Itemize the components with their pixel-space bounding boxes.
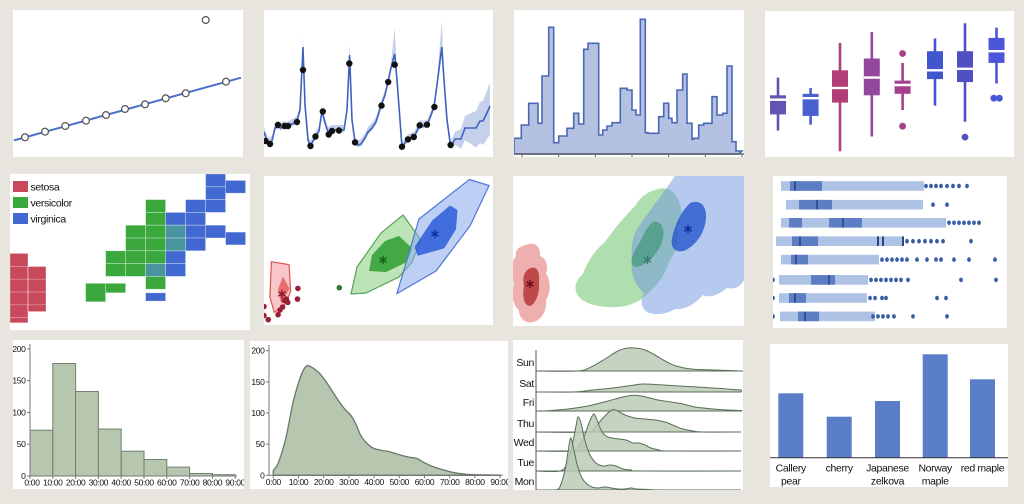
svg-text:40:00: 40:00: [364, 477, 384, 487]
svg-text:zelkova: zelkova: [871, 476, 905, 488]
svg-text:red maple: red maple: [961, 463, 1005, 475]
svg-text:40:00: 40:00: [111, 478, 131, 488]
svg-text:10:00: 10:00: [43, 478, 63, 488]
svg-text:Thu: Thu: [517, 418, 535, 430]
svg-text:60:00: 60:00: [415, 477, 435, 487]
svg-text:200: 200: [13, 344, 26, 354]
svg-text:90:00: 90:00: [490, 477, 508, 487]
svg-text:Mon: Mon: [515, 476, 535, 488]
svg-text:30:00: 30:00: [89, 478, 109, 488]
svg-text:cherry: cherry: [826, 463, 854, 475]
svg-text:0:00: 0:00: [266, 477, 282, 487]
svg-text:150: 150: [13, 376, 26, 386]
svg-text:80:00: 80:00: [465, 477, 485, 487]
svg-text:60:00: 60:00: [157, 478, 177, 488]
svg-text:setosa: setosa: [31, 182, 60, 194]
svg-text:virginica: virginica: [31, 214, 67, 226]
svg-text:Japanese: Japanese: [866, 463, 909, 475]
svg-text:50:00: 50:00: [134, 478, 154, 488]
svg-text:pear: pear: [781, 476, 801, 488]
svg-text:100: 100: [251, 408, 265, 418]
svg-text:30:00: 30:00: [339, 477, 359, 487]
svg-text:versicolor: versicolor: [31, 198, 73, 210]
svg-text:0: 0: [260, 470, 265, 480]
svg-text:200: 200: [251, 346, 265, 356]
svg-text:70:00: 70:00: [440, 477, 460, 487]
svg-text:70:00: 70:00: [180, 478, 200, 488]
svg-text:Sun: Sun: [516, 357, 534, 369]
svg-text:50: 50: [256, 439, 265, 449]
svg-text:150: 150: [251, 377, 265, 387]
svg-text:0: 0: [21, 471, 26, 481]
svg-text:50:00: 50:00: [390, 477, 410, 487]
svg-text:0:00: 0:00: [24, 478, 40, 488]
svg-text:maple: maple: [922, 476, 949, 488]
svg-text:Sat: Sat: [519, 378, 534, 390]
svg-text:90:00: 90:00: [225, 478, 244, 488]
svg-text:Norway: Norway: [918, 463, 953, 475]
svg-text:10:00: 10:00: [289, 477, 309, 487]
svg-text:Tue: Tue: [517, 457, 534, 469]
svg-text:Wed: Wed: [514, 437, 535, 449]
svg-text:50: 50: [17, 439, 26, 449]
svg-text:20:00: 20:00: [66, 478, 86, 488]
svg-text:20:00: 20:00: [314, 477, 334, 487]
svg-text:100: 100: [13, 408, 26, 418]
svg-text:Fri: Fri: [523, 397, 534, 409]
svg-text:80:00: 80:00: [203, 478, 223, 488]
svg-text:Callery: Callery: [776, 463, 807, 475]
